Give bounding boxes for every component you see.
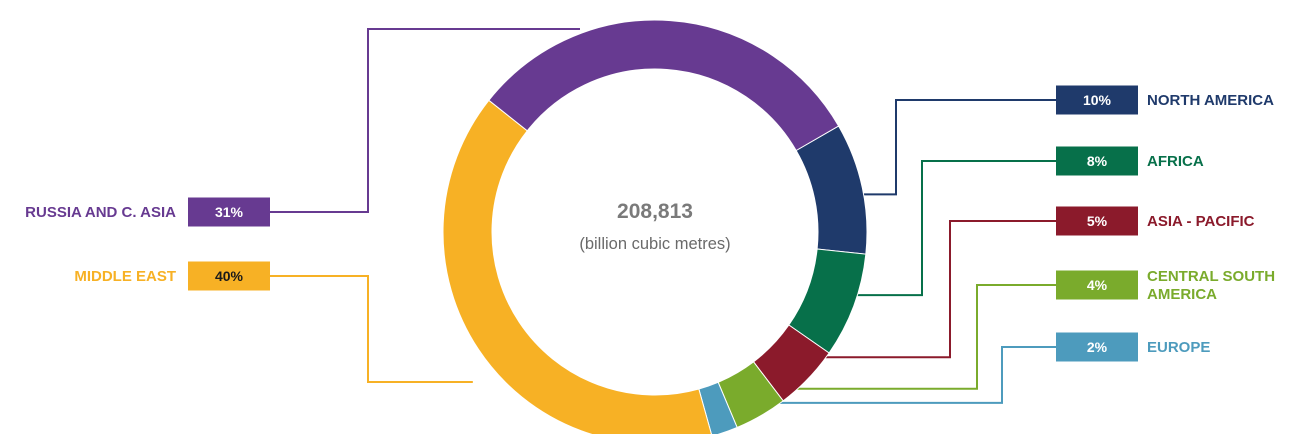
- donut-slices: [442, 19, 868, 434]
- name-label-north-america: NORTH AMERICA: [1147, 92, 1274, 109]
- pct-box-central-south-america: [1056, 270, 1138, 300]
- pct-label-middle-east: 40%: [215, 268, 244, 284]
- name-label-central-south-america-line-2: AMERICA: [1147, 286, 1217, 303]
- pct-box-north-america: [1056, 85, 1138, 115]
- slice-russia-and-c-asia: [488, 19, 840, 152]
- connector-russia-and-c-asia: [270, 28, 580, 213]
- pct-box-russia-and-c-asia: [188, 197, 270, 227]
- pct-box-middle-east: [188, 261, 270, 291]
- connector-middle-east: [270, 275, 473, 383]
- connector-north-america: [832, 99, 1056, 196]
- name-label-middle-east: MIDDLE EAST: [74, 268, 176, 285]
- name-label-asia-pacific: ASIA - PACIFIC: [1147, 213, 1255, 230]
- connector-africa: [824, 160, 1056, 297]
- pct-label-africa: 8%: [1087, 153, 1108, 169]
- slice-north-america: [795, 125, 868, 255]
- connector-europe: [714, 346, 1056, 404]
- name-label-russia-and-c-asia: RUSSIA AND C. ASIA: [25, 204, 176, 221]
- connector-central-south-america: [745, 284, 1056, 390]
- pct-box-africa: [1056, 146, 1138, 176]
- name-label-africa: AFRICA: [1147, 153, 1204, 170]
- center-total-value: 208,813: [617, 200, 693, 223]
- connector-lines: [270, 28, 1056, 404]
- center-unit-label: (billion cubic metres): [579, 235, 730, 253]
- pct-label-asia-pacific: 5%: [1087, 213, 1108, 229]
- slice-labels: 10% NORTH AMERICA 8% AFRICA 5% ASIA - PACIFIC…: [25, 85, 1275, 362]
- name-label-central-south-america-line-1: CENTRAL SOUTH: [1147, 268, 1275, 285]
- name-label-europe: EUROPE: [1147, 339, 1210, 356]
- pct-label-north-america: 10%: [1083, 92, 1112, 108]
- pct-box-asia-pacific: [1056, 206, 1138, 236]
- pct-label-europe: 2%: [1087, 339, 1108, 355]
- slice-middle-east: [442, 99, 712, 434]
- pct-label-central-south-america: 4%: [1087, 277, 1108, 293]
- pct-label-russia-and-c-asia: 31%: [215, 204, 244, 220]
- pct-box-europe: [1056, 332, 1138, 362]
- connector-asia-pacific: [785, 220, 1056, 359]
